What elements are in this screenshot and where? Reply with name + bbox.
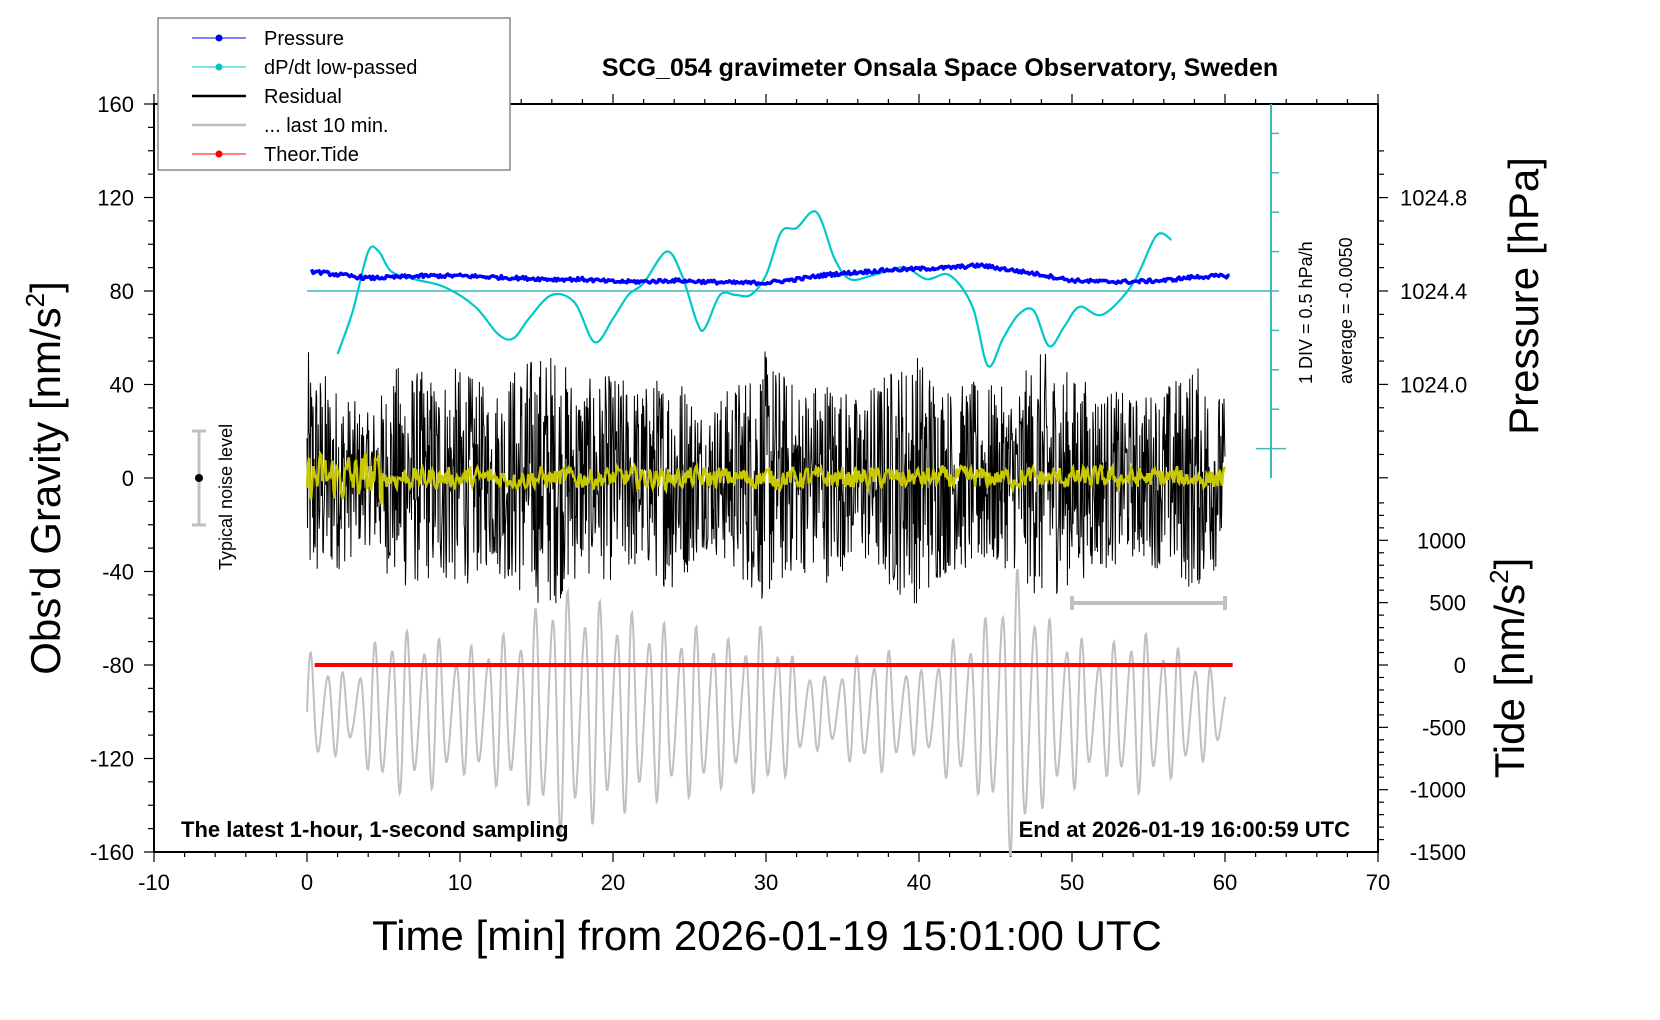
y-tick-label: 120	[97, 186, 134, 211]
y-axis-title-left: Obs'd Gravity [nm/s2]	[20, 281, 69, 675]
x-tick-label: 10	[448, 870, 472, 895]
noise-level-label: Typical noise level	[216, 424, 236, 570]
legend-item: Residual	[192, 86, 342, 108]
x-tick-label: -10	[138, 870, 170, 895]
y-tick-label: 40	[110, 373, 134, 398]
dpdt-scale-bar	[1256, 104, 1286, 478]
legend-item: dP/dt low-passed	[192, 57, 417, 79]
legend-swatch-marker	[215, 63, 223, 71]
right-note: End at 2026-01-19 16:00:59 UTC	[1019, 817, 1350, 842]
y-tick-label: -40	[102, 560, 134, 585]
residual-lowpass-line	[305, 450, 1227, 504]
tide-tick-label: 0	[1454, 653, 1466, 678]
tide-tick-label: -500	[1422, 715, 1466, 740]
x-tick-label: 40	[907, 870, 931, 895]
series-residual-lowpass	[305, 450, 1227, 504]
pressure-tick-label: 1024.8	[1400, 186, 1467, 211]
x-axis-title: Time [min] from 2026-01-19 15:01:00 UTC	[372, 912, 1162, 959]
y-tick-label: -160	[90, 840, 134, 865]
tide-tick-label: -1500	[1410, 840, 1466, 865]
pressure-tick-labels: 1024.8 1024.4 1024.0	[1400, 186, 1467, 398]
chart-title: SCG_054 gravimeter Onsala Space Observat…	[602, 54, 1278, 82]
legend-label: Pressure	[264, 28, 344, 50]
y-tick-labels-left: 160 120 80 40 0 -40 -80 -120 -160	[90, 92, 134, 865]
y-tick-label: -120	[90, 747, 134, 772]
legend-box	[157, 17, 511, 171]
legend-item: Theor.Tide	[192, 144, 359, 166]
legend-swatch-marker	[215, 34, 223, 42]
x-tick-label: 50	[1060, 870, 1084, 895]
x-tick-labels: -10 0 10 20 30 40 50 60 70	[138, 870, 1390, 895]
y-axis-title-pressure: Pressure [hPa]	[1500, 157, 1547, 435]
tide-tick-labels: 1000 500 0 -500 -1000 -1500	[1410, 528, 1466, 865]
legend-label: ... last 10 min.	[264, 115, 389, 137]
series-pressure	[309, 262, 1230, 287]
x-tick-label: 0	[301, 870, 313, 895]
pressure-line	[309, 262, 1230, 287]
legend-label: dP/dt low-passed	[264, 57, 417, 79]
y-tick-label: 160	[97, 92, 134, 117]
dpdt-average-label: average = -0.0050	[1336, 237, 1356, 384]
legend-item: ... last 10 min.	[192, 115, 389, 137]
dpdt-scale-label: 1 DIV = 0.5 hPa/h	[1296, 241, 1316, 384]
legend-label: Theor.Tide	[264, 144, 359, 166]
pressure-tick-label: 1024.0	[1400, 372, 1467, 397]
tide-tick-label: -1000	[1410, 778, 1466, 803]
legend-item: Pressure	[192, 28, 344, 50]
pressure-tick-label: 1024.4	[1400, 279, 1467, 304]
residual-line	[306, 351, 1226, 604]
last-10-min-line	[306, 568, 1226, 858]
legend-label: Residual	[264, 86, 342, 108]
series-last-10-min	[306, 568, 1226, 858]
series-dpdt	[307, 210, 1271, 368]
x-tick-label: 20	[601, 870, 625, 895]
dpdt-line	[336, 210, 1173, 368]
last-10-min-range-bar	[1070, 596, 1227, 610]
legend-swatch-marker	[215, 150, 223, 158]
y-tick-label: -80	[102, 653, 134, 678]
x-tick-label: 70	[1366, 870, 1390, 895]
tide-tick-label: 500	[1429, 591, 1466, 616]
y-tick-label: 80	[110, 279, 134, 304]
legend: Pressure dP/dt low-passed Residual ... last…	[157, 17, 511, 171]
y-axis-title-tide: Tide [nm/s2]	[1484, 558, 1533, 779]
x-tick-label: 30	[754, 870, 778, 895]
noise-level-bar	[192, 429, 206, 527]
x-tick-label: 60	[1213, 870, 1237, 895]
tide-tick-label: 1000	[1417, 528, 1466, 553]
series-residual	[306, 351, 1226, 604]
y-tick-label: 0	[122, 466, 134, 491]
left-note: The latest 1-hour, 1-second sampling	[181, 817, 569, 842]
